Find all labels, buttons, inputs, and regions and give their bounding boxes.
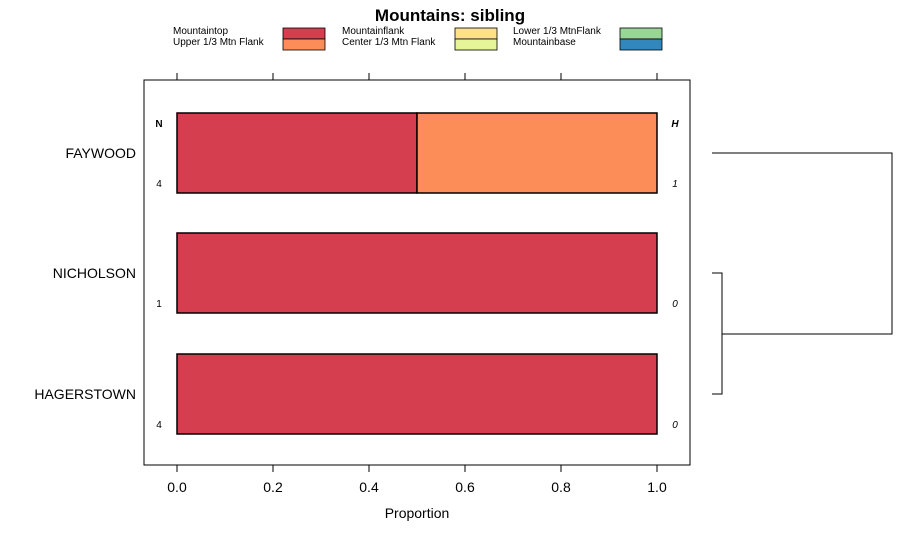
legend-swatch — [454, 38, 498, 51]
row-label: NICHOLSON — [53, 265, 136, 281]
x-tick-label: 1.0 — [647, 479, 667, 495]
x-tick-label: 0.0 — [167, 479, 187, 495]
x-tick-label: 0.4 — [359, 479, 379, 495]
bar-segment — [176, 112, 418, 194]
dendrogram-branch-outer — [712, 152, 893, 335]
x-axis-title: Proportion — [385, 505, 450, 521]
bars: FAYWOOD 4 1 NICHOLSON 1 0 HAGERSTOWN 4 0 — [34, 112, 678, 435]
n-value: 1 — [156, 299, 162, 310]
n-value: 4 — [156, 420, 162, 431]
legend-swatch — [454, 27, 498, 40]
legend-label: Upper 1/3 Mtn Flank — [173, 37, 265, 48]
legend-label: Lower 1/3 MtnFlank — [513, 26, 602, 37]
n-value: 4 — [156, 179, 162, 190]
h-value: 0 — [672, 420, 678, 431]
legend-label: Mountaintop — [173, 26, 228, 37]
plot-frame — [143, 79, 691, 466]
legend-swatch — [619, 38, 663, 51]
h-header: H — [671, 119, 679, 130]
legend-label: Mountainbase — [513, 37, 576, 48]
legend-swatch — [619, 27, 663, 40]
x-tick-label: 0.2 — [263, 479, 283, 495]
h-value: 0 — [672, 299, 678, 310]
legend-swatch — [282, 38, 326, 51]
h-value: 1 — [672, 179, 678, 190]
legend-swatch — [282, 27, 326, 40]
x-tick-label: 0.8 — [551, 479, 571, 495]
x-axis: 0.0 0.2 0.4 0.6 0.8 1.0 — [167, 73, 667, 495]
bar-segment — [176, 353, 658, 435]
dendrogram-branch-inner — [712, 272, 723, 395]
dendrogram — [712, 152, 893, 395]
bar-segment — [416, 112, 658, 194]
x-tick-label: 0.6 — [455, 479, 475, 495]
legend-label: Center 1/3 Mtn Flank — [342, 37, 436, 48]
chart-title: Mountains: sibling — [375, 6, 525, 25]
n-header: N — [155, 119, 162, 130]
legend-label: Mountainflank — [342, 26, 405, 37]
bar-segment — [176, 232, 658, 314]
row-label: HAGERSTOWN — [34, 386, 136, 402]
row-label: FAYWOOD — [65, 145, 136, 161]
